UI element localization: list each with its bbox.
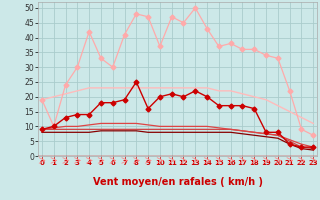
X-axis label: Vent moyen/en rafales ( km/h ): Vent moyen/en rafales ( km/h ) <box>92 177 263 187</box>
